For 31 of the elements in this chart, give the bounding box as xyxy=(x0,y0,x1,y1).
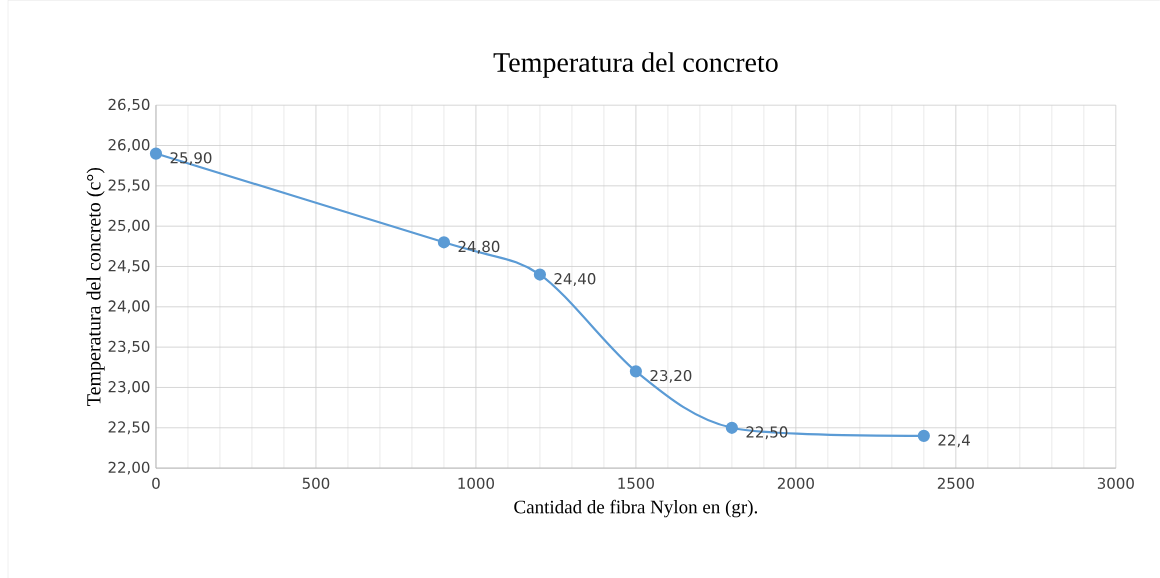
y-tick-label: 22,00 xyxy=(108,461,150,475)
x-tick-label: 2500 xyxy=(937,477,974,489)
point xyxy=(917,429,930,442)
y-tick-label: 24,50 xyxy=(108,259,150,273)
data-label: 22,4 xyxy=(938,434,970,448)
x-tick-label: 1000 xyxy=(458,477,494,489)
data-label: 25,90 xyxy=(170,151,212,165)
point xyxy=(149,147,163,160)
x-tick-label: 0 xyxy=(152,477,160,489)
x-axis-title: Cantidad de fibra Nylon en (gr). xyxy=(514,499,758,518)
point xyxy=(629,365,642,378)
y-tick-label: 25,50 xyxy=(108,179,150,193)
point xyxy=(533,268,547,281)
y-tick-label: 24,00 xyxy=(108,300,150,314)
data-label: 23,20 xyxy=(650,369,692,383)
x-tick-label: 2000 xyxy=(777,477,814,489)
x-tick-label: 1500 xyxy=(618,477,654,489)
point xyxy=(725,421,738,434)
data-label: 24,80 xyxy=(458,240,500,254)
y-tick-label: 23,50 xyxy=(108,340,150,354)
y-tick-label: 22,50 xyxy=(108,421,150,435)
data-label: 24,40 xyxy=(554,272,596,286)
x-tick-label: 500 xyxy=(302,477,330,489)
y-tick-label: 26,00 xyxy=(108,138,150,152)
chart-title: Temperatura del concreto xyxy=(493,52,778,78)
y-tick-label: 23,00 xyxy=(108,380,150,394)
y-tick-label: 25,00 xyxy=(108,219,150,233)
point xyxy=(437,236,451,249)
y-tick-label: 26,50 xyxy=(108,98,150,112)
y-axis-title: Temperatura del concreto (c°) xyxy=(86,167,105,406)
x-tick-label: 3000 xyxy=(1097,477,1134,489)
